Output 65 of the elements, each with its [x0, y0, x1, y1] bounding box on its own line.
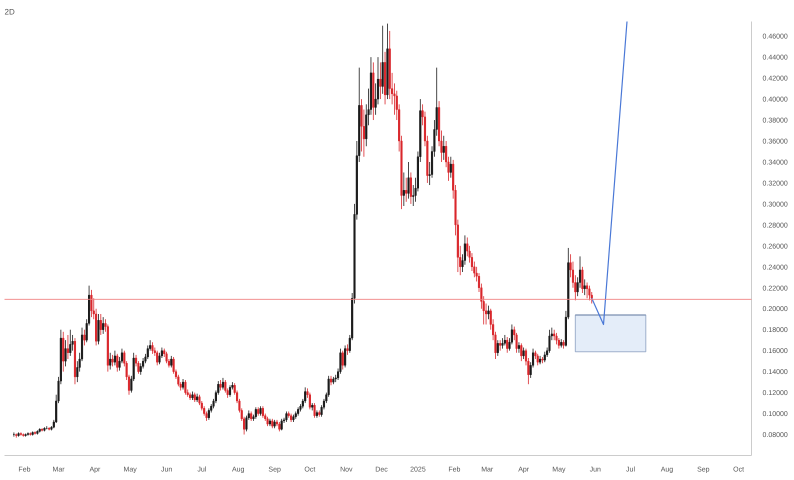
candlestick [166, 351, 168, 364]
candlestick [109, 352, 112, 370]
candlestick [69, 329, 72, 356]
candlestick [280, 418, 283, 431]
candlestick [262, 406, 264, 418]
candlestick [66, 334, 69, 360]
candlestick [259, 406, 262, 416]
candlestick [208, 408, 210, 420]
candlestick [182, 378, 184, 390]
candlestick [450, 156, 452, 178]
candlestick [194, 392, 196, 402]
candlestick [553, 329, 556, 341]
candlestick [555, 332, 558, 345]
candlestick [518, 342, 520, 354]
chart-title: 2D [4, 8, 15, 16]
candlestick [548, 329, 551, 354]
candlestick [254, 406, 257, 420]
candlestick [100, 314, 102, 336]
candlestick [228, 384, 232, 398]
candlestick [544, 351, 546, 363]
candlestick [499, 340, 502, 352]
candlestick [83, 329, 86, 346]
candlestick [102, 316, 104, 334]
candlestick [278, 422, 280, 432]
candlestick [111, 354, 114, 367]
candlestick [405, 177, 408, 202]
candlestick [156, 350, 158, 366]
candlestick [586, 282, 588, 299]
candlestick [116, 353, 118, 372]
candlestick [184, 380, 186, 396]
candlestick [271, 418, 274, 429]
candlestick [222, 378, 224, 390]
candlestick [64, 340, 67, 367]
candlestick [379, 62, 382, 100]
candlestick [536, 353, 539, 366]
candlestick [344, 345, 346, 368]
candlestick [501, 338, 504, 349]
candlestick [581, 266, 584, 294]
candlestick [151, 342, 154, 354]
candlestick [170, 356, 172, 368]
candlestick [266, 416, 269, 427]
candlestick [346, 344, 349, 356]
candlestick [504, 334, 506, 346]
candlestick [520, 342, 522, 362]
candlestick [584, 278, 586, 296]
candlestick [522, 347, 525, 360]
candlestick [588, 285, 590, 301]
candlestick [250, 411, 252, 422]
candlestick [308, 392, 311, 410]
candlestick [90, 289, 92, 318]
candlestick [114, 350, 116, 366]
candlestick [442, 135, 445, 160]
candlestick [285, 411, 288, 422]
candlestick [314, 402, 316, 418]
candlestick [487, 305, 490, 320]
candlestick [62, 331, 64, 372]
candlestick [330, 375, 332, 386]
candlestick [506, 336, 508, 354]
candlestick [407, 162, 410, 200]
candlestick [97, 314, 100, 345]
candlestick [342, 350, 344, 370]
candlestick [410, 172, 412, 204]
candlestick [496, 340, 499, 356]
candlestick [220, 380, 222, 391]
candlestick [402, 172, 405, 206]
